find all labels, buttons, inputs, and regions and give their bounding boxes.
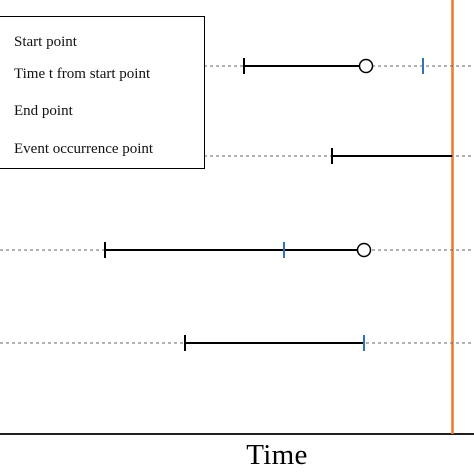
x-axis-title: Time [246,439,308,471]
legend-item-event-occurrence-point: Event occurrence point [14,141,154,157]
legend-item-end-point: End point [14,103,73,119]
legend: Start point Time t from start point End … [0,16,205,169]
legend-item-time-t: Time t from start point [14,66,151,82]
legend-item-start-point: Start point [14,34,77,50]
end-point-marker-row-3 [356,242,372,258]
end-point-marker-row-1 [358,58,374,74]
